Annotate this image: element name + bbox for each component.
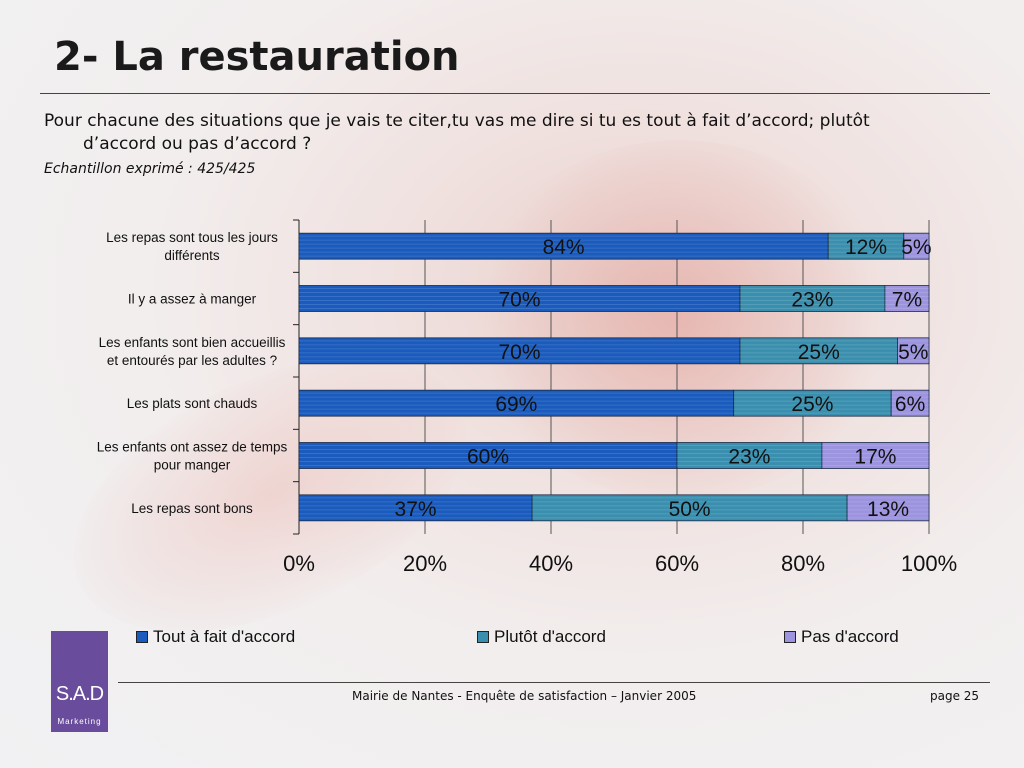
data-label: 23%	[728, 446, 770, 469]
data-label: 5%	[898, 341, 928, 364]
logo-sub-text: Marketing	[57, 717, 102, 726]
page-number: page 25	[930, 689, 980, 703]
data-label: 37%	[395, 498, 437, 521]
bar-segment	[531, 494, 848, 522]
data-label: 17%	[854, 446, 896, 469]
sample-size-note: Echantillon exprimé : 425/425	[44, 161, 256, 177]
bar-segment	[821, 442, 930, 469]
slide-title: 2- La restauration	[54, 34, 460, 80]
legend-label: Pas d'accord	[801, 627, 899, 646]
data-label: 25%	[791, 393, 833, 416]
data-label: 25%	[798, 341, 840, 364]
bar-segment	[298, 442, 678, 469]
data-label: 6%	[895, 393, 925, 416]
category-label: Les plats sont chauds	[127, 396, 258, 411]
bar-segment	[846, 494, 930, 522]
data-label: 13%	[867, 498, 909, 521]
category-label: Les enfants sont bien accueillis et entou…	[99, 335, 286, 368]
data-label: 70%	[498, 289, 540, 312]
bar-segment	[903, 232, 930, 260]
data-label: 70%	[498, 341, 540, 364]
bar-segment	[298, 389, 735, 417]
title-divider	[40, 93, 990, 94]
legend-item-plutot: Plutôt d'accord	[477, 627, 606, 647]
category-label: Il y a assez à manger	[128, 292, 257, 307]
bar-segment	[298, 285, 741, 312]
legend-item-pas-d-accord: Pas d'accord	[784, 627, 899, 647]
logo-main-text: S.A.D	[55, 683, 104, 705]
bar-segment	[827, 232, 905, 260]
legend-swatch	[477, 631, 489, 643]
data-label: 23%	[791, 289, 833, 312]
x-tick-label: 20%	[403, 551, 447, 576]
x-tick-label: 60%	[655, 551, 699, 576]
bar-segment	[884, 285, 930, 312]
footer-divider	[118, 682, 990, 683]
data-label: 60%	[467, 446, 509, 469]
sad-marketing-logo: S.A.D Marketing	[51, 631, 108, 732]
stacked-bar-chart: 0% 20% 40% 60% 80% 100% Les repas sont tous le…	[97, 219, 957, 576]
footer-text: Mairie de Nantes - Enquête de satisfacti…	[352, 689, 697, 703]
bar-segment	[739, 337, 898, 365]
x-tick-label: 80%	[781, 551, 825, 576]
x-tick-label: 40%	[529, 551, 573, 576]
data-label: 12%	[845, 236, 887, 259]
category-label: Les repas sont tous les jours différents	[106, 230, 278, 263]
survey-question: Pour chacune des situations que je vais …	[44, 111, 870, 154]
bar-segment	[298, 337, 741, 365]
data-label: 7%	[892, 289, 922, 312]
legend-item-tout-a-fait: Tout à fait d'accord	[136, 627, 295, 647]
legend-label: Tout à fait d'accord	[153, 627, 296, 646]
category-label: Les repas sont bons	[131, 501, 253, 516]
category-label: Les enfants ont assez de temps pour mange…	[97, 440, 288, 473]
data-label: 69%	[495, 393, 537, 416]
legend-swatch	[784, 631, 796, 643]
x-tick-label: 0%	[283, 551, 315, 576]
bar-segment	[733, 389, 892, 417]
bar-segment	[890, 389, 930, 417]
x-tick-label: 100%	[901, 551, 957, 576]
legend-swatch	[136, 631, 148, 643]
data-label: 84%	[543, 236, 585, 259]
data-label: 5%	[901, 236, 931, 259]
bar-segment	[298, 494, 533, 522]
bar-segment	[897, 337, 930, 365]
data-label: 50%	[669, 498, 711, 521]
legend-label: Plutôt d'accord	[494, 627, 606, 646]
